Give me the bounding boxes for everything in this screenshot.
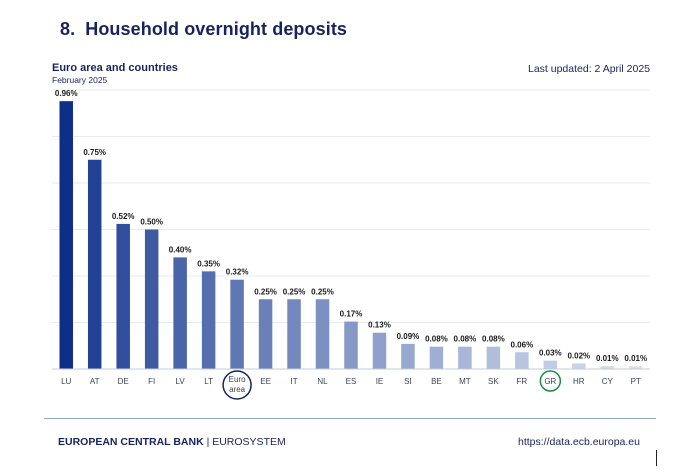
bar-mt <box>458 346 472 369</box>
data-label: 0.01% <box>596 354 619 363</box>
section-number: 8. <box>60 19 76 39</box>
footer-system: EUROSYSTEM <box>212 436 286 448</box>
tick-label: MT <box>459 377 471 386</box>
bar-it <box>287 299 301 369</box>
bar-nl <box>315 299 330 369</box>
data-label: 0.50% <box>140 218 163 227</box>
bar-gr <box>543 360 558 369</box>
chart-period: February 2025 <box>52 75 108 85</box>
page-title: 8. Household overnight deposits <box>60 19 347 40</box>
title-text: Household overnight deposits <box>85 19 348 39</box>
tick-label: BE <box>431 377 442 386</box>
tick-label: area <box>229 385 246 394</box>
footer-divider <box>44 418 656 419</box>
tick-label: FI <box>148 377 155 386</box>
data-label: 0.13% <box>368 321 391 330</box>
tick-label: FR <box>517 377 528 386</box>
data-label: 0.25% <box>311 287 334 296</box>
bar-lt <box>201 271 216 369</box>
tick-label: NL <box>317 377 328 386</box>
last-updated: Last updated: 2 April 2025 <box>527 63 650 75</box>
data-label: 0.03% <box>539 349 562 358</box>
tick-label: GR <box>544 377 556 386</box>
footer-url[interactable]: https://data.ecb.europa.eu <box>517 436 640 448</box>
footer-brand: EUROPEAN CENTRAL BANK | EUROSYSTEM <box>58 436 286 448</box>
data-label: 0.02% <box>567 351 590 360</box>
tick-label: ES <box>346 377 357 386</box>
bar-lv <box>173 257 187 369</box>
tick-label: LU <box>61 377 71 386</box>
tick-label: IE <box>376 377 384 386</box>
tick-label: EE <box>260 377 271 386</box>
footer-separator: | <box>203 436 213 448</box>
data-label: 0.06% <box>511 340 534 349</box>
data-label: 0.01% <box>624 354 647 363</box>
bar-de <box>116 223 130 369</box>
footer-org: EUROPEAN CENTRAL BANK <box>58 436 204 448</box>
data-label: 0.25% <box>254 287 277 296</box>
bar-es <box>344 321 358 369</box>
chart-subtitle: Euro area and countries <box>52 62 178 74</box>
bar-fr <box>515 352 529 369</box>
tick-label: DE <box>118 377 129 386</box>
tick-label: SK <box>488 377 499 386</box>
data-label: 0.08% <box>454 335 477 344</box>
data-label: 0.32% <box>226 268 249 277</box>
tick-label: SI <box>404 377 412 386</box>
bar-at <box>87 159 102 369</box>
data-label: 0.96% <box>55 89 78 98</box>
data-label: 0.09% <box>397 332 420 341</box>
tick-label: LT <box>204 377 213 386</box>
cursor-mark <box>656 450 657 466</box>
tick-label: CY <box>602 377 614 386</box>
bar-ie <box>372 332 387 369</box>
data-label: 0.08% <box>425 335 448 344</box>
bar-euro-area <box>230 279 244 369</box>
data-label: 0.52% <box>112 212 135 221</box>
data-label: 0.40% <box>169 245 192 254</box>
bar-lu <box>59 101 73 369</box>
tick-label: PT <box>631 377 641 386</box>
bar-si <box>401 343 415 369</box>
tick-label: LV <box>176 377 186 386</box>
highlight-circle-euro-area <box>222 370 252 400</box>
bar-cy <box>600 366 615 369</box>
data-label: 0.08% <box>482 335 505 344</box>
bar-fi <box>144 229 159 369</box>
data-label: 0.75% <box>83 148 106 157</box>
data-label: 0.17% <box>340 310 363 319</box>
tick-label: IT <box>290 377 297 386</box>
data-label: 0.25% <box>283 287 306 296</box>
tick-label: AT <box>90 377 100 386</box>
bar-pt <box>629 366 643 369</box>
tick-label: HR <box>573 377 585 386</box>
bar-ee <box>258 299 273 369</box>
bar-sk <box>486 346 501 369</box>
data-label: 0.35% <box>197 259 220 268</box>
bar-chart: 0.96% LU 0.75% AT 0.52% DE 0.50% FI 0.40% LV 0.35%… <box>52 89 650 400</box>
bar-be <box>429 346 444 369</box>
bar-hr <box>572 363 586 369</box>
tick-label: Euro <box>229 375 246 384</box>
highlight-circle-gr <box>539 370 562 392</box>
